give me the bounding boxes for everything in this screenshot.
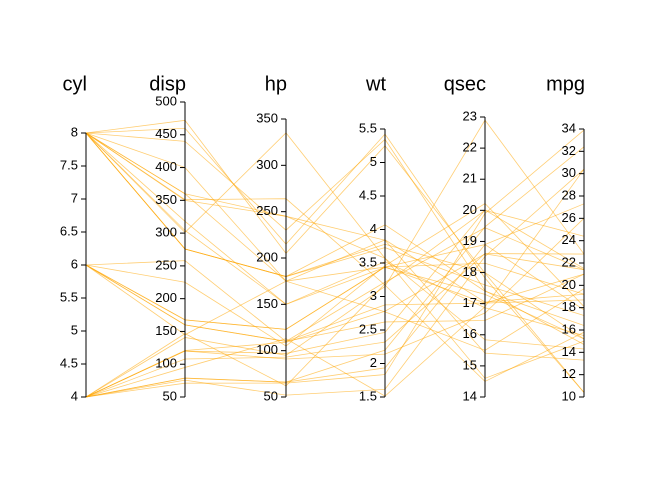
y-tick-label: 100 xyxy=(256,342,278,357)
data-line xyxy=(85,129,585,398)
y-tick-label: 300 xyxy=(155,225,177,240)
y-tick-label: 19 xyxy=(463,233,477,248)
y-tick-label: 5.5 xyxy=(359,120,377,135)
y-tick-label: 450 xyxy=(155,126,177,141)
y-tick-label: 24 xyxy=(562,232,576,247)
y-tick-label: 20 xyxy=(463,202,477,217)
y-tick-label: 3 xyxy=(370,288,377,303)
data-line xyxy=(85,227,585,342)
y-tick-label: 2.5 xyxy=(359,321,377,336)
y-tick-label: 21 xyxy=(463,171,477,186)
y-tick-label: 4 xyxy=(370,221,377,236)
data-line xyxy=(85,202,585,347)
y-tick-label: 32 xyxy=(562,143,576,158)
y-tick-label: 30 xyxy=(562,165,576,180)
y-tick-label: 17 xyxy=(463,295,477,310)
y-tick-label: 50 xyxy=(163,388,177,403)
y-tick-label: 250 xyxy=(256,203,278,218)
y-tick-label: 18 xyxy=(463,264,477,279)
axis-title: qsec xyxy=(444,73,486,95)
y-tick-label: 20 xyxy=(562,277,576,292)
y-tick-label: 2 xyxy=(370,355,377,370)
axis-title: hp xyxy=(265,73,287,95)
y-tick-label: 150 xyxy=(256,296,278,311)
y-tick-label: 4.5 xyxy=(60,355,78,370)
data-line xyxy=(85,209,585,398)
y-tick-label: 14 xyxy=(562,344,576,359)
data-line xyxy=(85,132,585,361)
y-tick-label: 10 xyxy=(562,388,576,403)
y-tick-label: 34 xyxy=(562,120,576,135)
axis-title: wt xyxy=(365,73,386,95)
y-tick-label: 6 xyxy=(71,256,78,271)
y-tick-label: 18 xyxy=(562,299,576,314)
y-tick-label: 16 xyxy=(463,326,477,341)
data-line xyxy=(85,253,585,398)
y-tick-label: 4 xyxy=(71,388,78,403)
data-line xyxy=(85,119,585,398)
data-line xyxy=(85,264,585,342)
data-line xyxy=(85,132,585,345)
y-tick-label: 150 xyxy=(155,323,177,338)
y-tick-label: 500 xyxy=(155,93,177,108)
data-line xyxy=(85,132,585,382)
y-tick-label: 22 xyxy=(463,140,477,155)
data-line xyxy=(85,244,585,330)
y-tick-label: 7.5 xyxy=(60,157,78,172)
data-line xyxy=(85,132,585,340)
axis-title: cyl xyxy=(63,73,87,95)
data-line xyxy=(85,132,585,336)
y-tick-label: 1.5 xyxy=(359,388,377,403)
y-tick-label: 3.5 xyxy=(359,254,377,269)
y-tick-label: 14 xyxy=(463,388,477,403)
y-tick-label: 7 xyxy=(71,190,78,205)
data-line xyxy=(85,119,585,393)
y-tick-label: 250 xyxy=(155,257,177,272)
y-tick-label: 300 xyxy=(256,157,278,172)
y-tick-label: 26 xyxy=(562,210,576,225)
data-line xyxy=(85,168,585,398)
data-line xyxy=(85,132,585,350)
y-tick-label: 15 xyxy=(463,357,477,372)
y-tick-label: 200 xyxy=(256,249,278,264)
data-line xyxy=(85,168,585,398)
y-tick-label: 28 xyxy=(562,187,576,202)
data-line xyxy=(85,264,585,351)
data-line xyxy=(85,132,585,303)
y-tick-label: 200 xyxy=(155,290,177,305)
y-tick-label: 22 xyxy=(562,254,576,269)
y-tick-label: 23 xyxy=(463,108,477,123)
y-tick-label: 16 xyxy=(562,321,576,336)
data-line xyxy=(85,253,585,398)
y-tick-label: 5 xyxy=(370,154,377,169)
data-line xyxy=(85,203,585,398)
axis-title: mpg xyxy=(546,73,585,95)
y-tick-label: 4.5 xyxy=(359,187,377,202)
y-tick-label: 5.5 xyxy=(60,289,78,304)
y-tick-label: 8 xyxy=(71,124,78,139)
y-tick-label: 400 xyxy=(155,159,177,174)
y-tick-label: 350 xyxy=(256,110,278,125)
y-tick-label: 350 xyxy=(155,192,177,207)
axis-title: disp xyxy=(149,73,186,95)
data-line xyxy=(85,132,585,379)
y-tick-label: 5 xyxy=(71,322,78,337)
lines xyxy=(85,119,585,398)
y-tick-label: 6.5 xyxy=(60,223,78,238)
y-tick-label: 50 xyxy=(264,388,278,403)
y-tick-label: 12 xyxy=(562,366,576,381)
y-tick-label: 100 xyxy=(155,356,177,371)
